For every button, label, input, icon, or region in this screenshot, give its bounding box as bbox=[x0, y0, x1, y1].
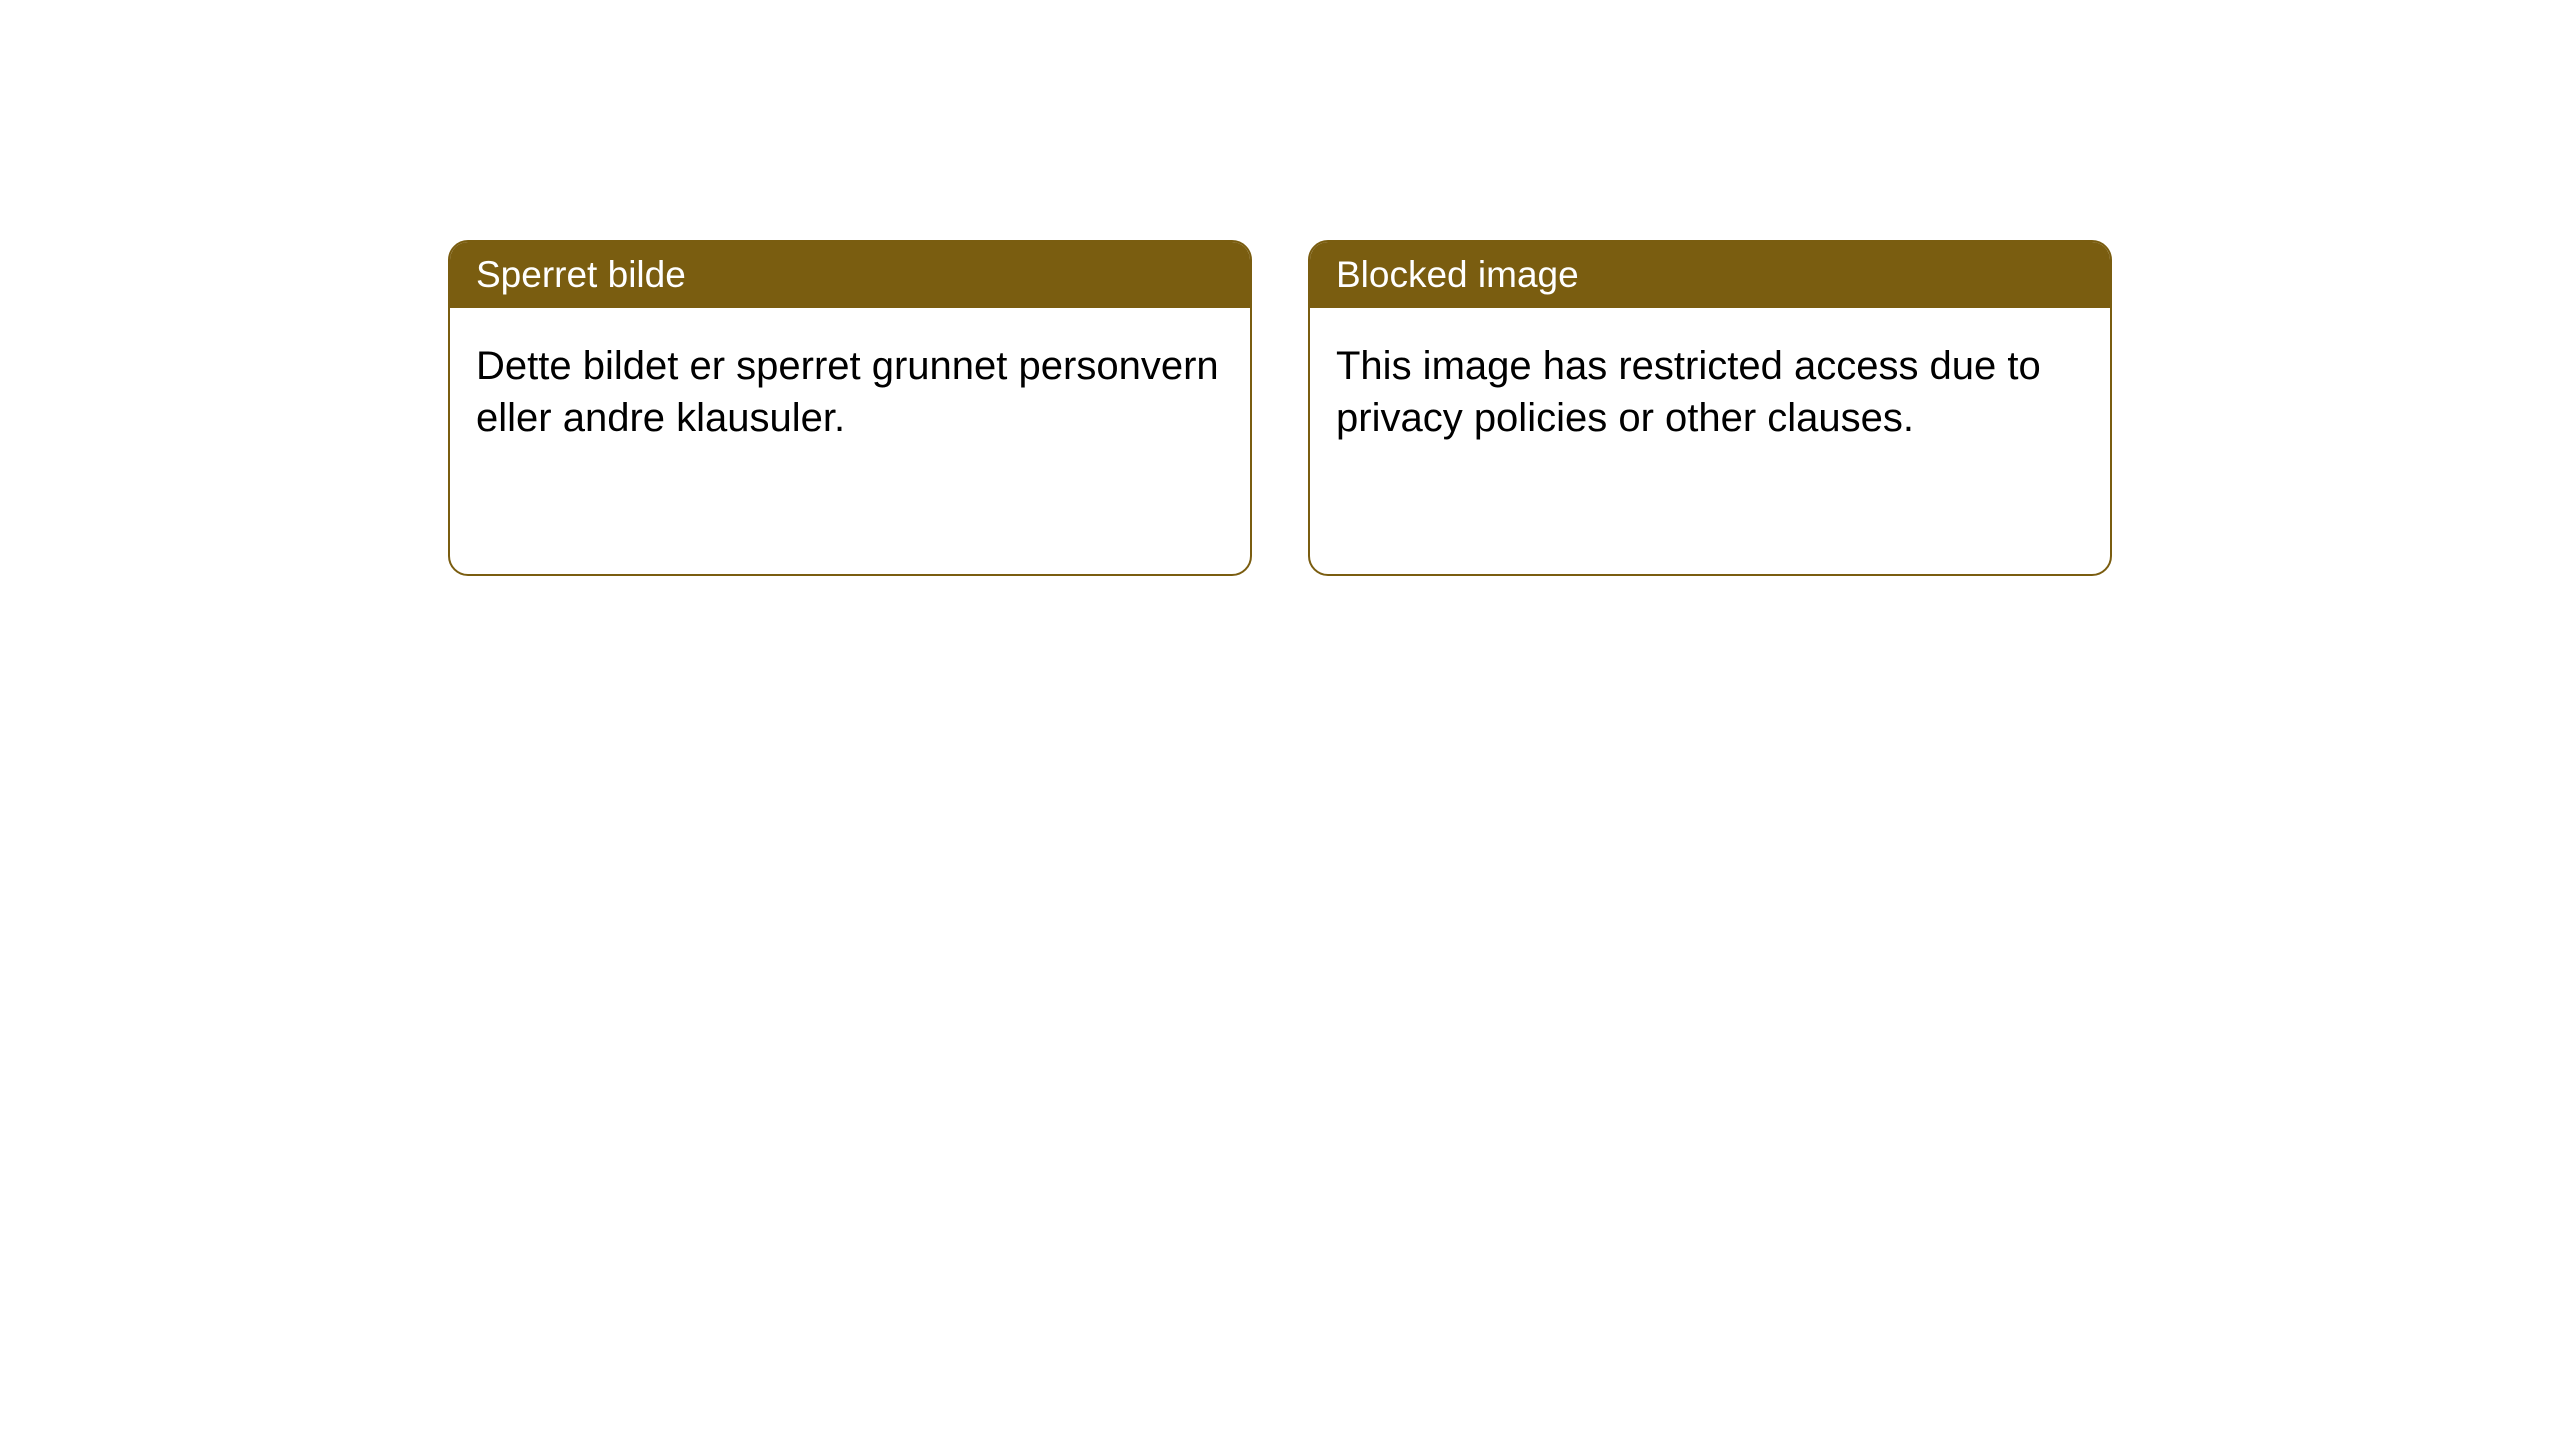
card-header: Blocked image bbox=[1310, 242, 2110, 308]
card-body-text: Dette bildet er sperret grunnet personve… bbox=[476, 344, 1219, 440]
card-header: Sperret bilde bbox=[450, 242, 1250, 308]
card-header-text: Blocked image bbox=[1336, 254, 1579, 295]
blocked-image-card-english: Blocked image This image has restricted … bbox=[1308, 240, 2112, 576]
card-header-text: Sperret bilde bbox=[476, 254, 686, 295]
cards-container: Sperret bilde Dette bildet er sperret gr… bbox=[0, 0, 2560, 576]
card-body: This image has restricted access due to … bbox=[1310, 308, 2110, 476]
card-body-text: This image has restricted access due to … bbox=[1336, 344, 2041, 440]
card-body: Dette bildet er sperret grunnet personve… bbox=[450, 308, 1250, 476]
blocked-image-card-norwegian: Sperret bilde Dette bildet er sperret gr… bbox=[448, 240, 1252, 576]
